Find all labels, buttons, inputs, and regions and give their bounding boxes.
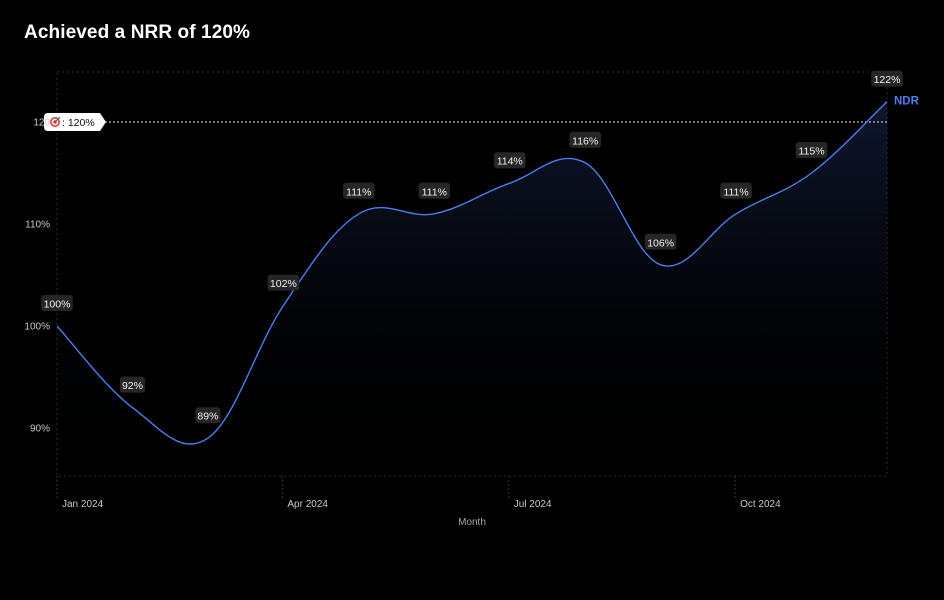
target-label: : 120% (62, 117, 95, 129)
y-tick-label: 90% (30, 424, 50, 435)
svg-text:106%: 106% (647, 237, 674, 249)
series-area (57, 101, 887, 476)
data-label: 89% (195, 407, 221, 424)
svg-text:122%: 122% (874, 74, 901, 86)
svg-text:111%: 111% (346, 186, 371, 198)
data-label: 100% (41, 295, 73, 311)
series-line-ndr (56, 101, 888, 445)
svg-text:100%: 100% (44, 299, 71, 311)
y-tick-label: 120 (33, 118, 50, 129)
svg-text:102%: 102% (270, 278, 297, 290)
svg-text:111%: 111% (422, 186, 447, 198)
data-label: 111% (720, 182, 752, 199)
svg-text:116%: 116% (572, 135, 598, 147)
target-icon (50, 116, 61, 127)
x-tick-label: Apr 2024 (287, 499, 328, 510)
data-label: 102% (267, 274, 300, 291)
x-axis-title: Month (458, 517, 486, 528)
data-label: 111% (418, 182, 451, 199)
svg-text:115%: 115% (799, 146, 825, 158)
data-label: 116% (569, 131, 601, 148)
y-tick-label: 110% (25, 220, 50, 231)
data-label: 114% (493, 152, 526, 169)
data-label: 106% (644, 233, 677, 250)
data-label: 115% (795, 142, 828, 158)
series-name-label: NDR (894, 96, 920, 108)
data-label: 92% (119, 376, 146, 393)
svg-text:89%: 89% (197, 411, 218, 423)
data-label: 122% (871, 70, 903, 87)
svg-text:92%: 92% (122, 380, 143, 392)
svg-text:111%: 111% (723, 186, 748, 198)
x-tick-label: Jan 2024 (62, 499, 104, 510)
chart-title: Achieved a NRR of 120% (24, 22, 251, 43)
x-tick-label: Jul 2024 (514, 499, 552, 510)
data-label: 111% (343, 182, 375, 199)
y-tick-label: 100% (24, 322, 50, 333)
svg-text:114%: 114% (497, 156, 523, 168)
x-tick-label: Oct 2024 (740, 499, 781, 510)
